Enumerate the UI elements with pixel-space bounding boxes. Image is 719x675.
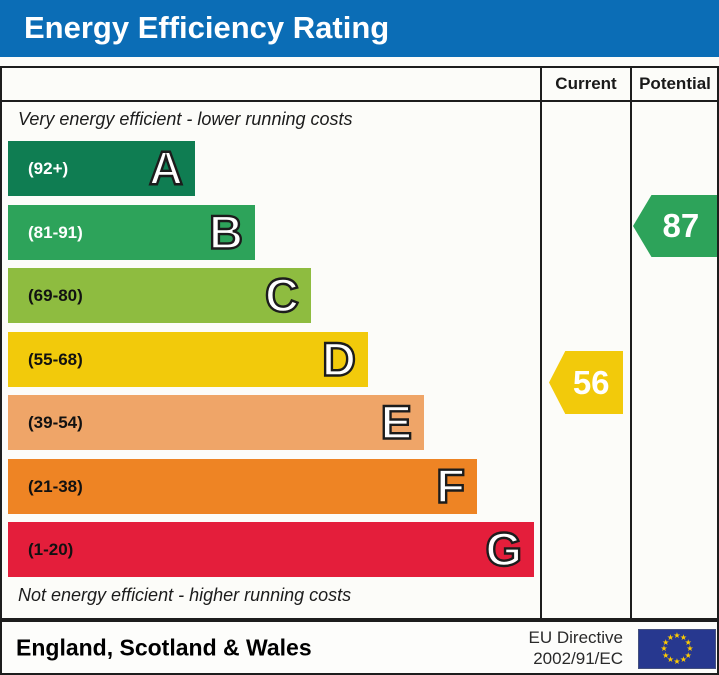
potential-rating-marker: 87 [633,195,717,257]
band-range-label: (69-80) [28,285,83,305]
band-letter: E [379,394,413,449]
band-range-label: (55-68) [28,349,83,369]
band-letter: F [435,458,466,513]
band-letter: G [484,521,523,576]
caption-not-efficient: Not energy efficient - higher running co… [18,585,352,605]
column-divider-potential [630,66,632,620]
band-range-label: (92+) [28,158,69,178]
footer: England, Scotland & Wales EU Directive 2… [0,620,719,675]
band-letter: B [208,204,244,259]
band-range-label: (21-38) [28,476,83,496]
column-divider-current [540,66,542,620]
eu-flag-icon: ★ ★ ★ ★ ★ ★ ★ ★ ★ ★ ★ ★ [638,629,716,669]
band-b: (81-91) B [8,204,255,260]
eu-flag-star-icon: ★ [679,655,688,665]
band-letter: A [148,140,184,195]
current-rating-marker: 56 [549,351,623,414]
band-e: (39-54) E [8,394,424,450]
chart-frame [0,66,719,620]
band-letter: D [321,331,357,386]
eu-flag-star-icon: ★ [662,637,670,647]
region-label: England, Scotland & Wales [16,634,312,660]
page-title: Energy Efficiency Rating [24,10,390,45]
eu-flag-star-icon: ★ [666,632,675,642]
eu-flag-star-icon: ★ [673,657,681,666]
caption-very-efficient: Very energy efficient - lower running co… [18,109,353,129]
eu-flag-star-icon: ★ [673,631,681,640]
eu-flag-star-icon: ★ [662,650,670,660]
eu-flag-star-icon: ★ [684,637,692,647]
eu-directive-label: EU Directive 2002/91/EC [529,626,623,669]
header-divider [0,100,719,102]
band-range-label: (1-20) [28,539,74,559]
potential-rating-value: 87 [662,207,700,244]
title-bar: Energy Efficiency Rating [0,0,719,57]
band-d: (55-68) D [8,331,368,387]
band-letter: C [264,267,300,322]
band-range-label: (81-91) [28,222,83,242]
band-range-label: (39-54) [28,412,83,432]
band-c: (69-80) C [8,267,311,323]
band-a: (92+) A [8,140,195,196]
eu-flag-star-icon: ★ [660,644,668,653]
band-f: (21-38) F [8,458,477,514]
eu-directive-line2: 2002/91/EC [533,648,623,668]
current-rating-value: 56 [572,363,610,401]
eu-flag-star-icon: ★ [686,644,694,653]
eu-flag-star-icon: ★ [666,655,675,665]
band-g: (1-20) G [8,521,534,577]
eu-flag-star-icon: ★ [684,650,692,660]
column-header-current: Current [555,74,617,93]
eu-flag-star-icon: ★ [679,632,688,642]
column-header-potential: Potential [639,74,711,93]
eu-directive-line1: EU Directive [528,627,623,647]
